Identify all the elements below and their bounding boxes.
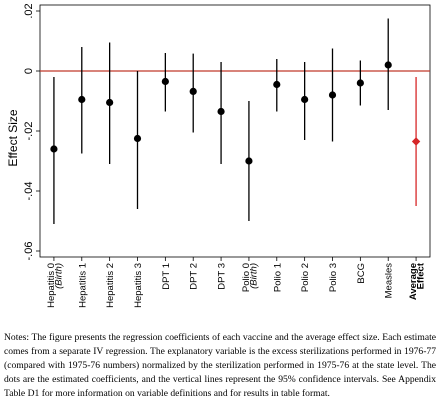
average-estimate-point xyxy=(411,137,421,146)
estimate-point xyxy=(161,77,169,86)
x-axis: Hepatitis 0(Birth) Hepatitis 1 Hepatitis 2… xyxy=(46,257,427,308)
plot-border xyxy=(39,4,431,258)
x-category-label: Hepatitis 3 xyxy=(133,263,144,308)
estimate-point xyxy=(301,95,309,104)
y-tick-label: -.06 xyxy=(23,242,35,261)
x-category-label: Measles xyxy=(384,263,395,299)
effect-size-chart: .02 0 -.02 -.04 -.06 Effect Size Hepatitis 0… xyxy=(6,3,431,308)
estimate-point xyxy=(217,107,225,116)
x-category-label: Hepatitis 0 xyxy=(46,263,57,308)
y-tick-label: .02 xyxy=(23,3,35,18)
x-category-label: DPT 2 xyxy=(189,263,200,290)
x-category-label: Polio 3 xyxy=(328,263,339,292)
x-category-label: Average xyxy=(408,263,419,300)
x-category-label: Polio 2 xyxy=(300,263,311,292)
estimate-point xyxy=(189,87,197,95)
y-axis-label: Effect Size xyxy=(6,109,20,166)
estimate-point xyxy=(245,157,253,165)
estimate-point xyxy=(356,79,364,87)
x-category-sublabel: (Birth) xyxy=(53,263,64,289)
estimate-point xyxy=(328,91,337,99)
estimate-point xyxy=(106,98,114,107)
estimate-point xyxy=(133,134,142,143)
figure-notes: Notes: The figure presents the regressio… xyxy=(4,332,436,399)
estimate-point xyxy=(78,95,86,104)
x-category-label: DPT 1 xyxy=(161,263,172,290)
x-category-label: Hepatitis 2 xyxy=(105,263,116,308)
x-category-label: Polio 1 xyxy=(272,263,283,292)
x-category-label: DPT 3 xyxy=(217,263,228,290)
estimate-point xyxy=(50,145,58,153)
y-axis: .02 0 -.02 -.04 -.06 xyxy=(23,3,40,260)
x-category-sublabel: Effect xyxy=(416,262,427,289)
y-tick-label: -.04 xyxy=(23,182,35,201)
estimate-point xyxy=(273,80,281,89)
x-category-sublabel: (Birth) xyxy=(248,263,259,289)
y-tick-label: -.02 xyxy=(23,122,35,141)
estimates-group xyxy=(50,18,421,224)
y-tick-label: 0 xyxy=(23,68,35,74)
x-category-label: Polio 0 xyxy=(241,263,252,292)
x-category-label: Hepatitis 1 xyxy=(77,263,88,308)
x-category-label: BCG xyxy=(356,263,367,284)
plot-frame xyxy=(39,4,431,258)
estimate-point xyxy=(384,61,392,69)
